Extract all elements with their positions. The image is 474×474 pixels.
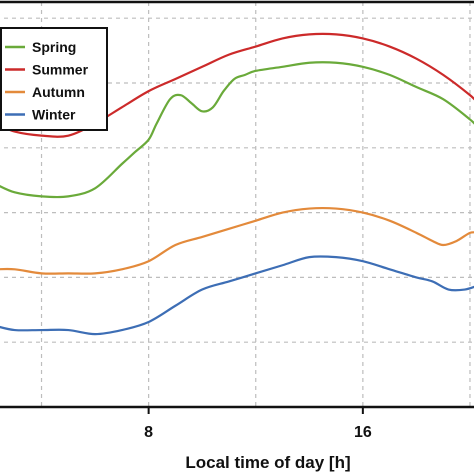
series-line-autumn xyxy=(0,206,474,275)
legend-label-winter: Winter xyxy=(32,107,76,123)
legend-label-summer: Summer xyxy=(32,62,89,78)
series-line-spring xyxy=(0,61,474,199)
legend-label-spring: Spring xyxy=(32,39,76,55)
x-axis-title: Local time of day [h] xyxy=(185,453,350,472)
series-line-summer xyxy=(0,32,474,138)
series-lines xyxy=(0,32,474,336)
x-tick-label: 8 xyxy=(144,424,153,441)
grid xyxy=(0,2,474,407)
plot-frame xyxy=(0,0,474,409)
series-line-winter xyxy=(0,255,474,336)
x-axis-ticks: 8 16 xyxy=(144,407,372,441)
legend: Spring Summer Autumn Winter xyxy=(0,27,108,131)
x-tick-label: 16 xyxy=(354,424,372,441)
legend-label-autumn: Autumn xyxy=(32,84,85,100)
legend-box xyxy=(0,27,108,131)
